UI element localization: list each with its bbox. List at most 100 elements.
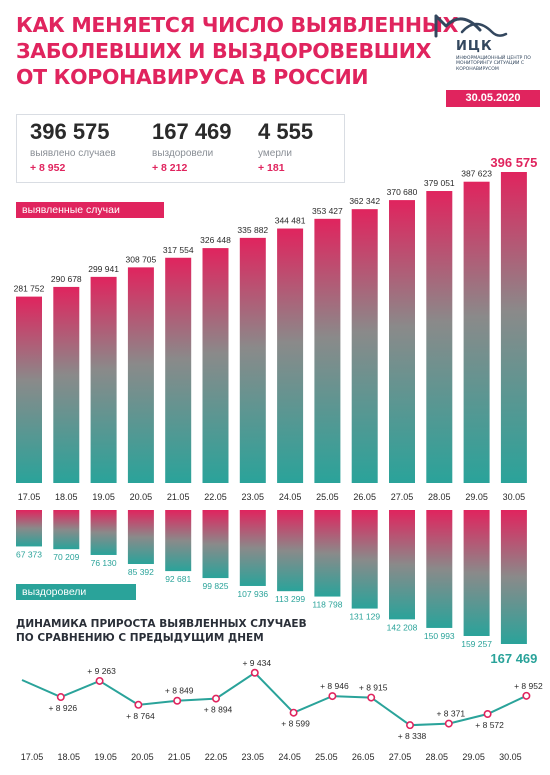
recovered-value-label: 70 209 [53, 552, 79, 562]
dynamics-point [134, 700, 143, 709]
stat-value: 167 469 [152, 119, 232, 144]
title-line: ОТ КОРОНАВИРУСА В РОССИИ [16, 65, 369, 89]
dynamics-value-label: + 8 338 [398, 731, 427, 741]
dynamics-point [405, 721, 414, 730]
dynamics-value-label: + 8 764 [126, 711, 155, 721]
recovered-value-label: 107 936 [237, 589, 268, 599]
confirmed-value-label: 353 427 [312, 206, 343, 216]
dynamics-date-tick-label: 27.05 [389, 752, 412, 762]
recovered-bar [426, 510, 453, 628]
stat-delta: + 8 212 [152, 162, 188, 174]
dynamics-value-label: + 8 915 [359, 683, 388, 693]
summary-box: 396 575 выявлено случаев + 8 952 167 469… [16, 114, 345, 183]
confirmed-value-label: 396 575 [490, 155, 537, 170]
confirmed-value-label: 299 941 [88, 264, 119, 274]
confirmed-value-label: 370 680 [387, 187, 418, 197]
logo-name: ИЦК [456, 39, 493, 54]
recovered-value-label: 131 129 [349, 612, 380, 622]
logo-icon [434, 14, 508, 38]
dynamics-point [367, 693, 376, 702]
recovered-bars-group: 67 373 70 209 76 130 85 392 92 681 99 825 107 … [16, 510, 537, 666]
dynamics-point [289, 708, 298, 717]
recovered-value-label: 92 681 [165, 574, 191, 584]
date-tick-label: 18.05 [55, 492, 78, 502]
recovered-bar [500, 510, 527, 644]
confirmed-bar [500, 172, 527, 483]
confirmed-value-label: 326 448 [200, 235, 231, 245]
recovered-value-label: 167 469 [490, 651, 537, 666]
confirmed-bar [426, 191, 453, 483]
dynamics-value-label: + 8 371 [436, 709, 465, 719]
confirmed-bar [53, 286, 80, 483]
stat-label: выздоровели [152, 148, 214, 159]
confirmed-bars-group: 281 752 17.05 290 678 18.05 299 941 19.05 308 … [14, 155, 538, 502]
logo-subtitle: Информационный центр по мониторингу ситу… [456, 56, 531, 72]
confirmed-value-label: 335 882 [237, 225, 268, 235]
dynamics-date-tick-label: 24.05 [278, 752, 301, 762]
dynamics-title-line: ДИНАМИКА ПРИРОСТА ВЫЯВЛЕННЫХ СЛУЧАЕВ [16, 618, 307, 630]
confirmed-bar [239, 237, 266, 483]
dynamics-date-tick-label: 19.05 [94, 752, 117, 762]
title-line: ЗАБОЛЕВШИХ И ВЫЗДОРОВЕВШИХ [16, 39, 432, 63]
confirmed-value-label: 308 705 [126, 254, 157, 264]
recovered-bar [90, 510, 117, 555]
confirmed-bar [90, 276, 117, 483]
dynamics-value-label: + 9 263 [87, 666, 116, 676]
date-tick-label: 19.05 [92, 492, 115, 502]
recovered-value-label: 76 130 [91, 558, 117, 568]
dynamics-date-tick-label: 28.05 [426, 752, 449, 762]
date-badge: 30.05.2020 [446, 90, 540, 107]
dynamics-date-tick-label: 30.05 [499, 752, 522, 762]
recovered-bar [277, 510, 304, 592]
stat-value: 4 555 [258, 119, 314, 144]
date-tick-label: 29.05 [465, 492, 488, 502]
dynamics-date-tick-label: 23.05 [242, 752, 265, 762]
dynamics-point [250, 668, 259, 677]
recovered-bar [463, 510, 490, 636]
dynamics-point [173, 696, 182, 705]
date-tick-label: 26.05 [353, 492, 376, 502]
dynamics-date-tick-label: 26.05 [352, 752, 375, 762]
dynamics-value-label: + 9 434 [242, 658, 271, 668]
date-tick-label: 20.05 [130, 492, 153, 502]
dynamics-title: ДИНАМИКА ПРИРОСТА ВЫЯВЛЕННЫХ СЛУЧАЕВ ПО … [16, 617, 307, 645]
dynamics-point [328, 692, 337, 701]
date-tick-label: 30.05 [503, 492, 526, 502]
recovered-bar [351, 510, 378, 609]
recovered-bar [239, 510, 266, 586]
confirmed-bar [165, 257, 192, 483]
date-tick-label: 17.05 [18, 492, 41, 502]
confirmed-value-label: 362 342 [349, 196, 380, 206]
dynamics-value-label: + 8 952 [514, 681, 543, 691]
recovered-value-label: 118 798 [312, 600, 342, 610]
confirmed-value-label: 379 051 [424, 178, 455, 188]
dynamics-value-label: + 8 599 [281, 719, 310, 729]
dynamics-date-tick-label: 17.05 [21, 752, 44, 762]
confirmed-bar [351, 209, 378, 484]
recovered-value-label: 159 257 [461, 639, 492, 649]
recovered-bar [165, 510, 192, 572]
dynamics-point [212, 694, 221, 703]
date-tick-label: 23.05 [242, 492, 265, 502]
recovered-value-label: 85 392 [128, 567, 154, 577]
recovered-bar [389, 510, 415, 620]
recovered-series-tag: выздоровели [16, 584, 136, 600]
confirmed-value-label: 387 623 [461, 169, 492, 179]
confirmed-value-label: 344 481 [275, 216, 306, 226]
confirmed-bar [202, 248, 229, 483]
confirmed-value-label: 290 678 [51, 274, 82, 284]
date-tick-label: 22.05 [204, 492, 227, 502]
stat-label: умерли [258, 148, 292, 159]
recovered-value-label: 142 208 [387, 622, 418, 632]
confirmed-bar [314, 218, 341, 483]
confirmed-bar [16, 296, 42, 483]
recovered-value-label: 67 373 [16, 549, 42, 559]
date-tick-label: 25.05 [316, 492, 339, 502]
stat-delta: + 8 952 [30, 162, 66, 174]
dynamics-value-label: + 8 894 [204, 705, 233, 715]
dynamics-point [95, 676, 104, 685]
recovered-value-label: 99 825 [203, 581, 229, 591]
recovered-bar [16, 510, 42, 547]
recovered-bar [202, 510, 229, 579]
